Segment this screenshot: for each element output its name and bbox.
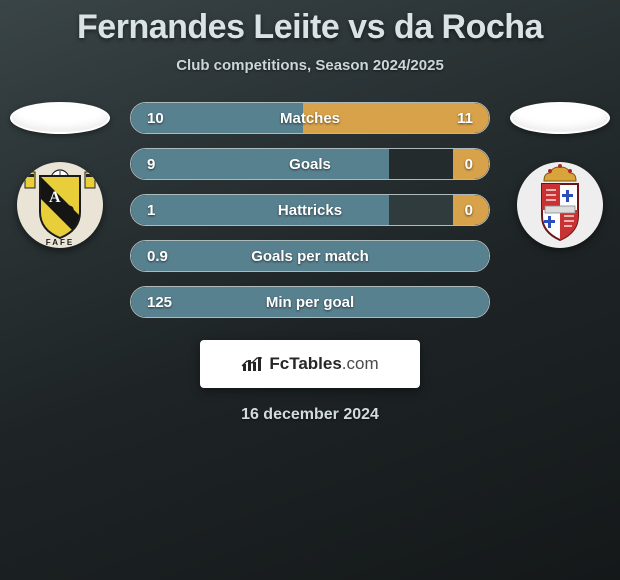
player-right-avatar — [510, 102, 610, 134]
stat-bar: 9Goals0 — [130, 148, 490, 180]
stat-label: Matches — [201, 110, 419, 127]
stat-label: Goals — [201, 156, 419, 173]
stat-value-left: 9 — [131, 156, 201, 173]
subtitle: Club competitions, Season 2024/2025 — [0, 57, 620, 74]
svg-text:D: D — [63, 203, 75, 220]
stat-bar: 1Hattricks0 — [130, 194, 490, 226]
player-left-avatar — [10, 102, 110, 134]
logo-bold: FcTables — [269, 354, 341, 373]
stat-label: Min per goal — [201, 294, 419, 311]
stat-bar: 0.9Goals per match — [130, 240, 490, 272]
stat-value-right: 0 — [419, 202, 489, 219]
date-label: 16 december 2024 — [0, 406, 620, 424]
bar-chart-icon — [241, 355, 263, 373]
player-left-column: A D FAFE — [10, 102, 110, 248]
page-title: Fernandes Leiite vs da Rocha — [0, 8, 620, 47]
svg-text:FAFE: FAFE — [46, 238, 74, 247]
stat-bar: 10Matches11 — [130, 102, 490, 134]
stat-label: Goals per match — [201, 248, 419, 265]
fctables-logo: FcTables.com — [200, 340, 420, 388]
club-badge-right — [517, 162, 603, 248]
stat-value-left: 1 — [131, 202, 201, 219]
stat-value-left: 10 — [131, 110, 201, 127]
club-badge-left: A D FAFE — [17, 162, 103, 248]
stat-value-right: 11 — [419, 110, 489, 127]
stat-value-left: 125 — [131, 294, 201, 311]
player-right-column — [510, 102, 610, 248]
stat-value-right: 0 — [419, 156, 489, 173]
stat-label: Hattricks — [201, 202, 419, 219]
svg-text:A: A — [49, 189, 61, 206]
stat-bar: 125Min per goal — [130, 286, 490, 318]
stat-value-left: 0.9 — [131, 248, 201, 265]
stats-bars: 10Matches119Goals01Hattricks00.9Goals pe… — [110, 102, 510, 318]
logo-light: .com — [342, 354, 379, 373]
